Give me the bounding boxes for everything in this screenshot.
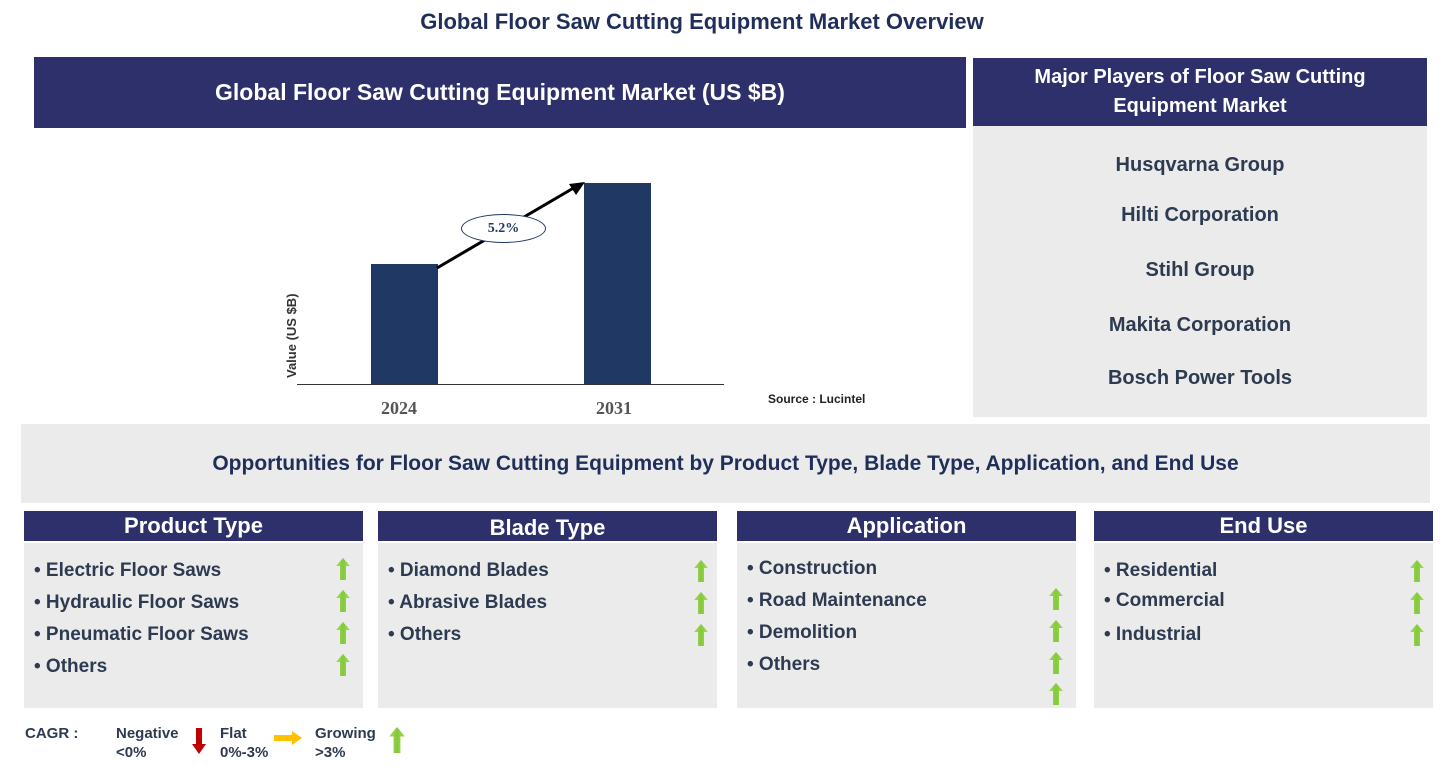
legend-flat-name: Flat bbox=[220, 725, 247, 742]
legend-negative-range: <0% bbox=[116, 744, 147, 761]
list-item: • Others bbox=[34, 656, 108, 677]
source-note: Source : Lucintel bbox=[768, 392, 866, 406]
list-item: • Commercial bbox=[1104, 590, 1225, 611]
list-item: • Abrasive Blades bbox=[388, 592, 548, 613]
x-tick-2024: 2024 bbox=[381, 398, 417, 418]
category-end-use: End Use • Residential • Commercial • Ind… bbox=[1094, 511, 1433, 708]
player-item: Husqvarna Group bbox=[1115, 154, 1285, 176]
up-arrow-icon bbox=[336, 622, 350, 644]
legend-negative-name: Negative bbox=[116, 725, 179, 742]
up-arrow-icon bbox=[1049, 620, 1063, 642]
cagr-annotation: 5.2% bbox=[461, 214, 546, 243]
bar-chart: Value (US $B) 5.2% 2024 2031 Source : Lu… bbox=[34, 128, 966, 418]
list-item: • Electric Floor Saws bbox=[34, 560, 222, 581]
category-application: Application • Construction • Road Mainte… bbox=[737, 511, 1076, 708]
player-item: Makita Corporation bbox=[1108, 314, 1292, 336]
right-arrow-icon bbox=[274, 731, 302, 745]
category-body: • Construction • Road Maintenance • Demo… bbox=[737, 543, 1076, 708]
players-list: Husqvarna Group Hilti Corporation Stihl … bbox=[973, 126, 1427, 417]
legend-label: CAGR : bbox=[25, 725, 79, 742]
up-arrow-icon bbox=[336, 654, 350, 676]
list-item: • Hydraulic Floor Saws bbox=[34, 592, 240, 613]
category-header: Application bbox=[737, 511, 1076, 541]
list-item: • Residential bbox=[1104, 560, 1218, 581]
category-header: End Use bbox=[1094, 511, 1433, 541]
category-blade-type: Blade Type • Diamond Blades • Abrasive B… bbox=[378, 511, 717, 708]
up-arrow-icon bbox=[389, 727, 405, 753]
category-body: • Diamond Blades • Abrasive Blades • Oth… bbox=[378, 543, 717, 708]
list-item: • Construction bbox=[747, 558, 878, 579]
category-header: Product Type bbox=[24, 511, 363, 541]
category-product-type: Product Type • Electric Floor Saws • Hyd… bbox=[24, 511, 363, 708]
player-item: Hilti Corporation bbox=[1121, 204, 1279, 226]
list-item: • Others bbox=[747, 654, 821, 675]
list-item: • Road Maintenance bbox=[747, 590, 927, 611]
x-axis-line bbox=[297, 384, 724, 385]
page-title: Global Floor Saw Cutting Equipment Marke… bbox=[420, 9, 984, 34]
up-arrow-icon bbox=[1049, 588, 1063, 610]
legend-growing: Growing >3% bbox=[315, 724, 376, 762]
up-arrow-icon bbox=[694, 560, 708, 582]
category-body: • Electric Floor Saws • Hydraulic Floor … bbox=[24, 543, 363, 708]
up-arrow-icon bbox=[694, 592, 708, 614]
bar-2024 bbox=[371, 264, 438, 384]
up-arrow-icon bbox=[694, 624, 708, 646]
player-item: Stihl Group bbox=[1145, 259, 1255, 281]
legend-negative: Negative <0% bbox=[116, 724, 179, 762]
legend-growing-name: Growing bbox=[315, 725, 376, 742]
legend-flat: Flat 0%-3% bbox=[220, 724, 268, 762]
player-item: Bosch Power Tools bbox=[1107, 367, 1293, 389]
opportunities-title: Opportunities for Floor Saw Cutting Equi… bbox=[21, 424, 1430, 503]
up-arrow-icon bbox=[336, 590, 350, 612]
up-arrow-icon bbox=[1410, 560, 1424, 582]
up-arrow-icon bbox=[1410, 592, 1424, 614]
x-tick-2031: 2031 bbox=[596, 398, 632, 418]
bar-2031 bbox=[584, 183, 651, 384]
up-arrow-icon bbox=[1410, 624, 1424, 646]
list-item: • Demolition bbox=[747, 622, 858, 643]
y-axis-label: Value (US $B) bbox=[284, 293, 299, 378]
legend-flat-range: 0%-3% bbox=[220, 744, 269, 761]
list-item: • Pneumatic Floor Saws bbox=[34, 624, 249, 645]
list-item: • Diamond Blades bbox=[388, 560, 549, 581]
players-header: Major Players of Floor Saw Cutting Equip… bbox=[973, 58, 1427, 126]
category-header: Blade Type bbox=[378, 511, 717, 541]
list-item: • Industrial bbox=[1104, 624, 1202, 645]
list-item: • Others bbox=[388, 624, 462, 645]
up-arrow-icon bbox=[1049, 683, 1063, 705]
chart-header: Global Floor Saw Cutting Equipment Marke… bbox=[34, 57, 966, 128]
legend-growing-range: >3% bbox=[315, 744, 346, 761]
down-arrow-icon bbox=[192, 728, 206, 754]
up-arrow-icon bbox=[1049, 652, 1063, 674]
category-body: • Residential • Commercial • Industrial bbox=[1094, 543, 1433, 708]
up-arrow-icon bbox=[336, 558, 350, 580]
